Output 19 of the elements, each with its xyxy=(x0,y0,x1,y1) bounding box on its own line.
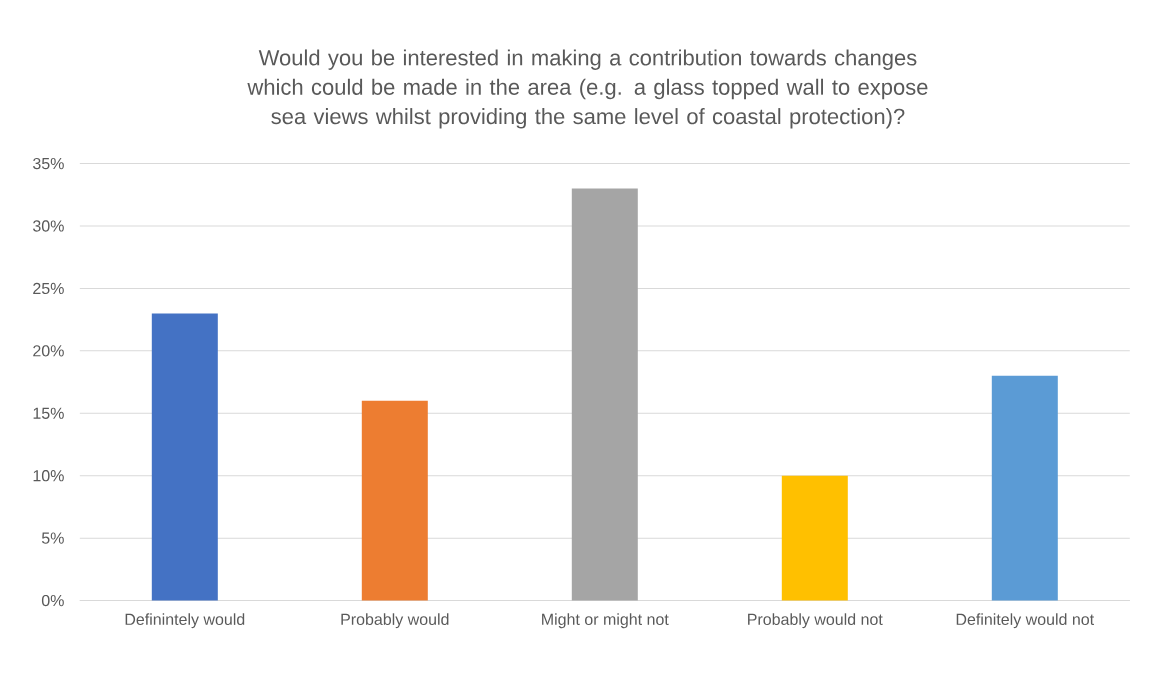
bar xyxy=(991,375,1058,601)
x-tick-label: Might or might not xyxy=(542,613,669,629)
x-tick-label: Definitely would not xyxy=(956,613,1095,629)
x-tick-label: Definintely would xyxy=(125,613,245,629)
x-tick-label: Probably would xyxy=(341,613,449,629)
chart-title: Would you be interested in making a contribution towards changes which could be made in the area (e.g. a glass topped wall to expose sea views whilst providing the same level of coastal protection)? xyxy=(247,49,928,129)
x-tick-label: Probably would not xyxy=(748,613,883,629)
bar xyxy=(361,400,428,601)
y-tick-label: 10% xyxy=(33,470,64,482)
y-tick-label: 35% xyxy=(33,157,64,170)
y-tick-label: 5% xyxy=(41,532,64,544)
y-tick-label: 30% xyxy=(33,220,64,232)
y-tick-label: 15% xyxy=(33,407,64,419)
y-tick-label: 20% xyxy=(33,345,64,357)
bar xyxy=(781,475,848,601)
y-tick-label: 25% xyxy=(33,282,64,295)
bar xyxy=(571,188,638,601)
y-tick-label: 0% xyxy=(41,594,64,607)
bar xyxy=(151,313,218,601)
